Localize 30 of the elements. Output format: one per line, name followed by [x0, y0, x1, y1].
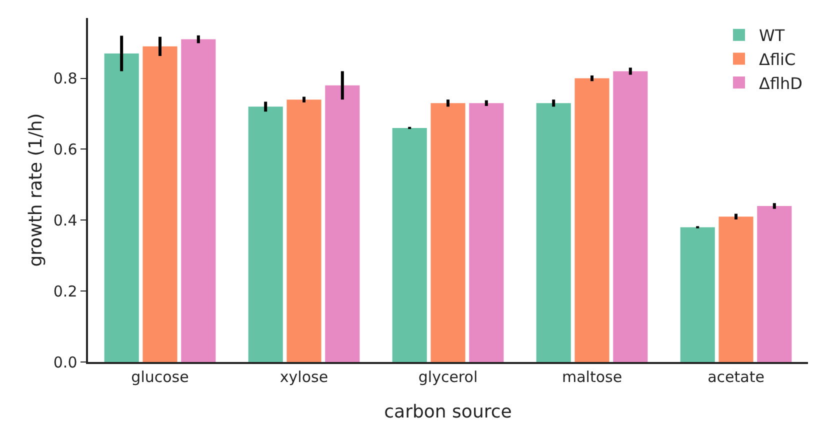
legend-label: ΔflhD — [759, 74, 802, 93]
x-tick-label: maltose — [562, 368, 622, 386]
bar — [536, 103, 571, 362]
bar — [469, 103, 504, 362]
x-tick-label: glucose — [131, 368, 189, 386]
y-tick-label: 0.4 — [53, 211, 78, 230]
bar — [757, 206, 792, 362]
bar — [574, 78, 610, 362]
bar — [325, 85, 360, 362]
bar — [104, 53, 139, 362]
bar — [680, 227, 715, 362]
bar — [430, 103, 466, 362]
x-tick-label: glycerol — [418, 368, 478, 386]
y-tick-label: 0.6 — [53, 140, 78, 158]
bar — [718, 216, 754, 362]
x-axis-title: carbon source — [384, 401, 512, 422]
bar — [181, 39, 216, 362]
bar — [142, 46, 178, 362]
bar — [248, 106, 283, 362]
y-tick-label: 0.0 — [53, 353, 78, 372]
y-axis-title: growth rate (1/h) — [26, 113, 46, 267]
bar — [613, 71, 648, 362]
x-tick-label: xylose — [280, 368, 328, 386]
bar — [286, 100, 322, 362]
bar — [392, 128, 427, 362]
legend-label: ΔfliC — [759, 50, 796, 69]
x-tick-label: acetate — [708, 368, 764, 386]
y-tick-label: 0.8 — [53, 70, 78, 88]
legend-label: WT — [759, 26, 785, 46]
y-tick-label: 0.2 — [53, 282, 78, 300]
